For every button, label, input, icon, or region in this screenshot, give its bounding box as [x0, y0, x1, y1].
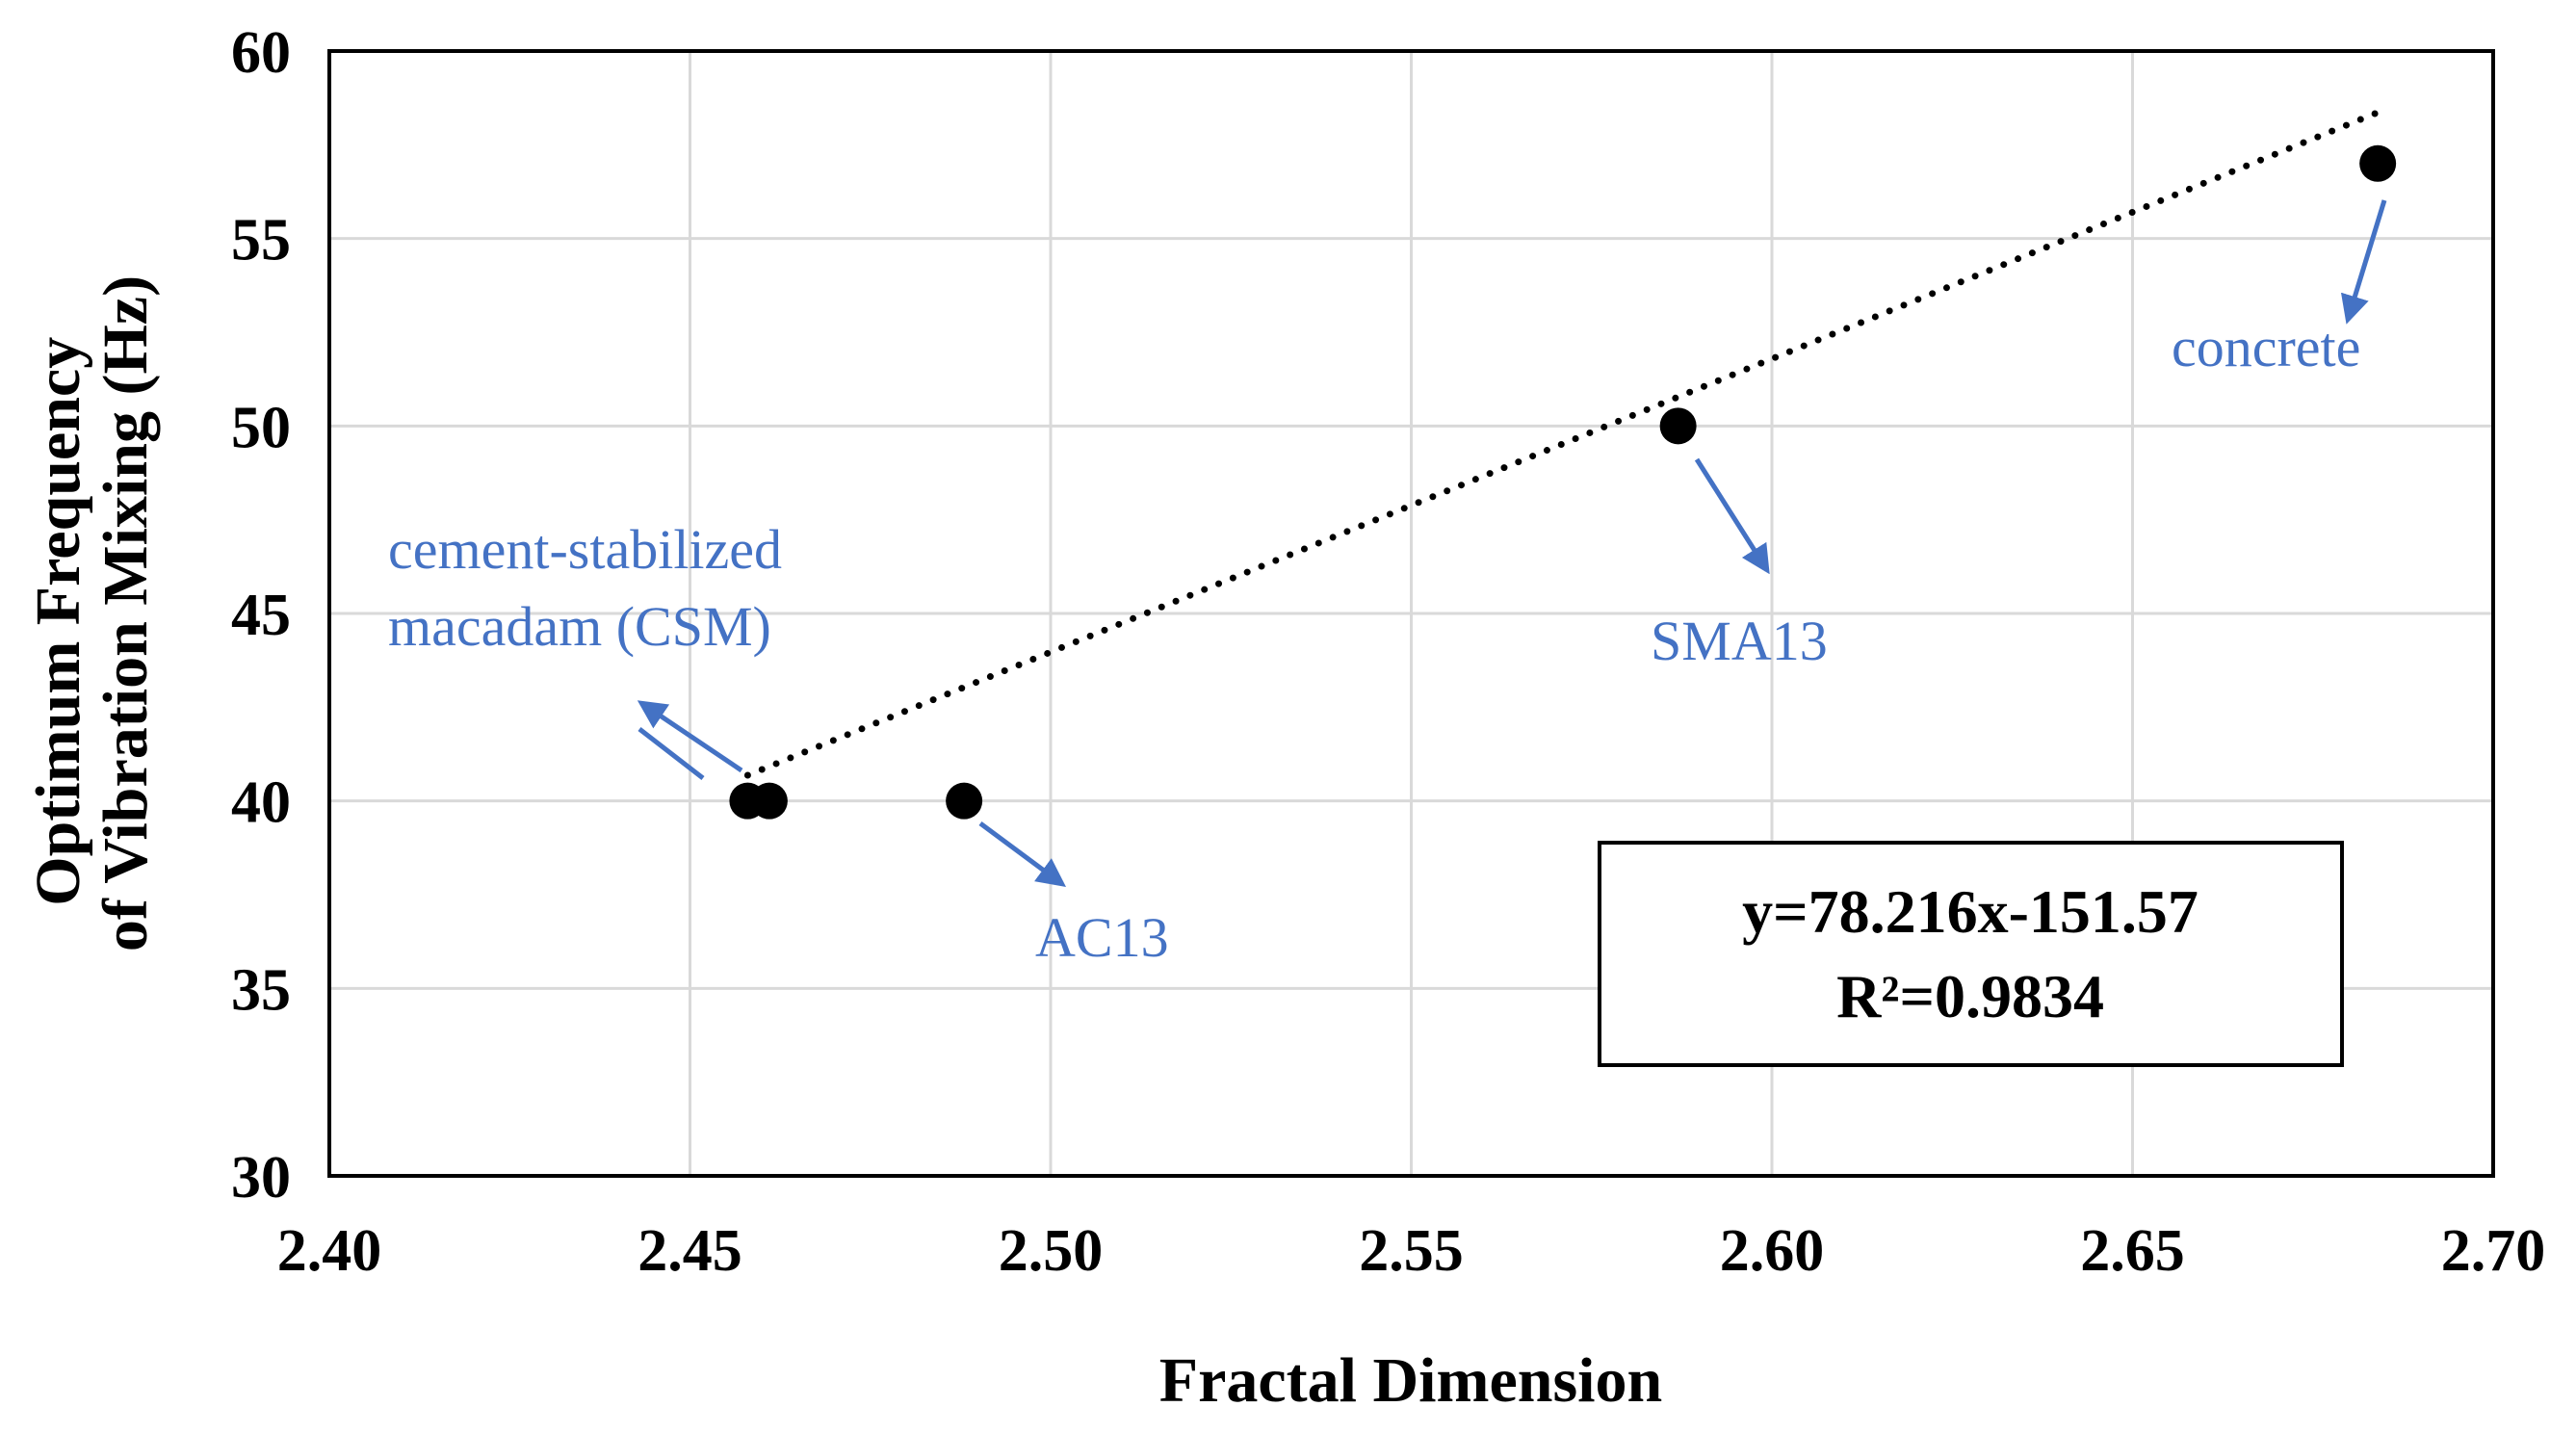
- equation-box-frame: [1598, 841, 2344, 1067]
- y-tick-label: 35: [231, 957, 291, 1023]
- plot-area-frame: [327, 49, 2495, 1178]
- y-tick-label: 60: [231, 20, 291, 86]
- annotation-concrete: concrete: [2172, 199, 2387, 378]
- annotation-ac13: AC13: [978, 821, 1169, 969]
- y-tick-label: 50: [231, 395, 291, 460]
- gridlines: [329, 51, 2493, 1176]
- annotation-sma13-arrow: [1694, 457, 1770, 575]
- y-axis-ticks: 30 35 40 45 50 55 60: [231, 20, 291, 1211]
- r-squared-value: R²=0.9834: [1836, 962, 2104, 1030]
- annotation-concrete-label: concrete: [2172, 316, 2360, 378]
- x-tick-label: 2.65: [2080, 1218, 2185, 1284]
- x-tick-label: 2.50: [999, 1218, 1104, 1284]
- annotation-sma13: SMA13: [1651, 457, 1828, 672]
- annotation-concrete-arrow: [2340, 199, 2387, 325]
- trendline-group: [743, 109, 2381, 779]
- y-axis-title: Optimum Frequency of Vibration Mixing (H…: [23, 275, 161, 951]
- data-point: [2359, 144, 2397, 182]
- annotation-csm-line-2: macadam (CSM): [388, 595, 771, 658]
- y-tick-label: 45: [231, 583, 291, 648]
- annotation-ac13-label: AC13: [1035, 906, 1169, 969]
- annotation-csm-arrow-2: [637, 727, 705, 780]
- regression-equation: y=78.216x-151.57: [1742, 877, 2199, 946]
- x-axis-ticks: 2.40 2.45 2.50 2.55 2.60 2.65 2.70: [277, 1218, 2546, 1284]
- y-tick-label: 55: [231, 208, 291, 274]
- annotation-csm-line-1: cement-stabilized: [388, 518, 782, 581]
- annotation-ac13-arrow: [978, 821, 1067, 887]
- x-tick-label: 2.45: [637, 1218, 742, 1284]
- data-point: [946, 782, 983, 820]
- y-axis-title-line-2: of Vibration Mixing (Hz): [91, 275, 161, 951]
- annotation-csm: cement-stabilized macadam (CSM): [388, 518, 782, 780]
- data-point: [750, 782, 788, 820]
- equation-box: y=78.216x-151.57 R²=0.9834: [1598, 841, 2344, 1067]
- x-tick-label: 2.60: [1720, 1218, 1825, 1284]
- annotation-csm-arrow-1: [637, 700, 743, 773]
- x-tick-label: 2.70: [2441, 1218, 2546, 1284]
- y-tick-label: 30: [231, 1145, 291, 1211]
- y-axis-title-line-1: Optimum Frequency: [23, 337, 93, 906]
- y-tick-label: 40: [231, 770, 291, 836]
- annotation-sma13-label: SMA13: [1651, 610, 1828, 672]
- data-point: [1659, 407, 1697, 445]
- x-tick-label: 2.40: [277, 1218, 382, 1284]
- x-tick-label: 2.55: [1359, 1218, 1464, 1284]
- data-points: [729, 144, 2397, 820]
- x-axis-title: Fractal Dimension: [1159, 1345, 1662, 1416]
- trendline: [743, 109, 2381, 779]
